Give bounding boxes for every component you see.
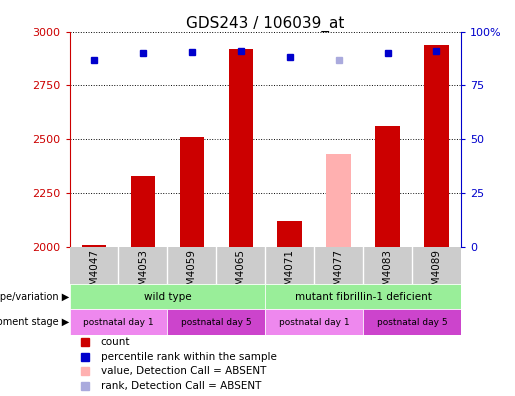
Text: postnatal day 1: postnatal day 1 [83, 318, 154, 327]
Bar [229, 49, 253, 247]
Bar [424, 45, 449, 247]
Title: GDS243 / 106039_at: GDS243 / 106039_at [186, 15, 345, 32]
Text: GSM4071: GSM4071 [285, 249, 295, 299]
Text: development stage ▶: development stage ▶ [0, 317, 70, 327]
Text: GSM4083: GSM4083 [383, 249, 392, 299]
Text: genotype/variation ▶: genotype/variation ▶ [0, 291, 70, 302]
Text: GSM4059: GSM4059 [187, 249, 197, 299]
Bar [131, 176, 155, 247]
Text: mutant fibrillin-1 deficient: mutant fibrillin-1 deficient [295, 291, 432, 302]
Bar [82, 245, 106, 247]
Bar [363, 309, 461, 335]
Text: GSM4053: GSM4053 [138, 249, 148, 299]
Bar [180, 137, 204, 247]
Text: wild type: wild type [144, 291, 191, 302]
Bar [375, 126, 400, 247]
Text: GSM4089: GSM4089 [432, 249, 441, 299]
Bar [278, 221, 302, 247]
Text: GSM4077: GSM4077 [334, 249, 344, 299]
Text: value, Detection Call = ABSENT: value, Detection Call = ABSENT [101, 366, 266, 377]
Bar [70, 309, 167, 335]
Text: GSM4047: GSM4047 [89, 249, 99, 299]
Bar [167, 309, 265, 335]
Bar [70, 284, 265, 309]
Text: percentile rank within the sample: percentile rank within the sample [101, 352, 277, 362]
Text: GSM4065: GSM4065 [236, 249, 246, 299]
Text: postnatal day 5: postnatal day 5 [181, 318, 252, 327]
Text: postnatal day 5: postnatal day 5 [376, 318, 448, 327]
Text: postnatal day 1: postnatal day 1 [279, 318, 350, 327]
Text: rank, Detection Call = ABSENT: rank, Detection Call = ABSENT [101, 381, 261, 391]
Bar [265, 309, 363, 335]
Text: count: count [101, 337, 130, 347]
Bar [327, 154, 351, 247]
Bar [265, 284, 461, 309]
